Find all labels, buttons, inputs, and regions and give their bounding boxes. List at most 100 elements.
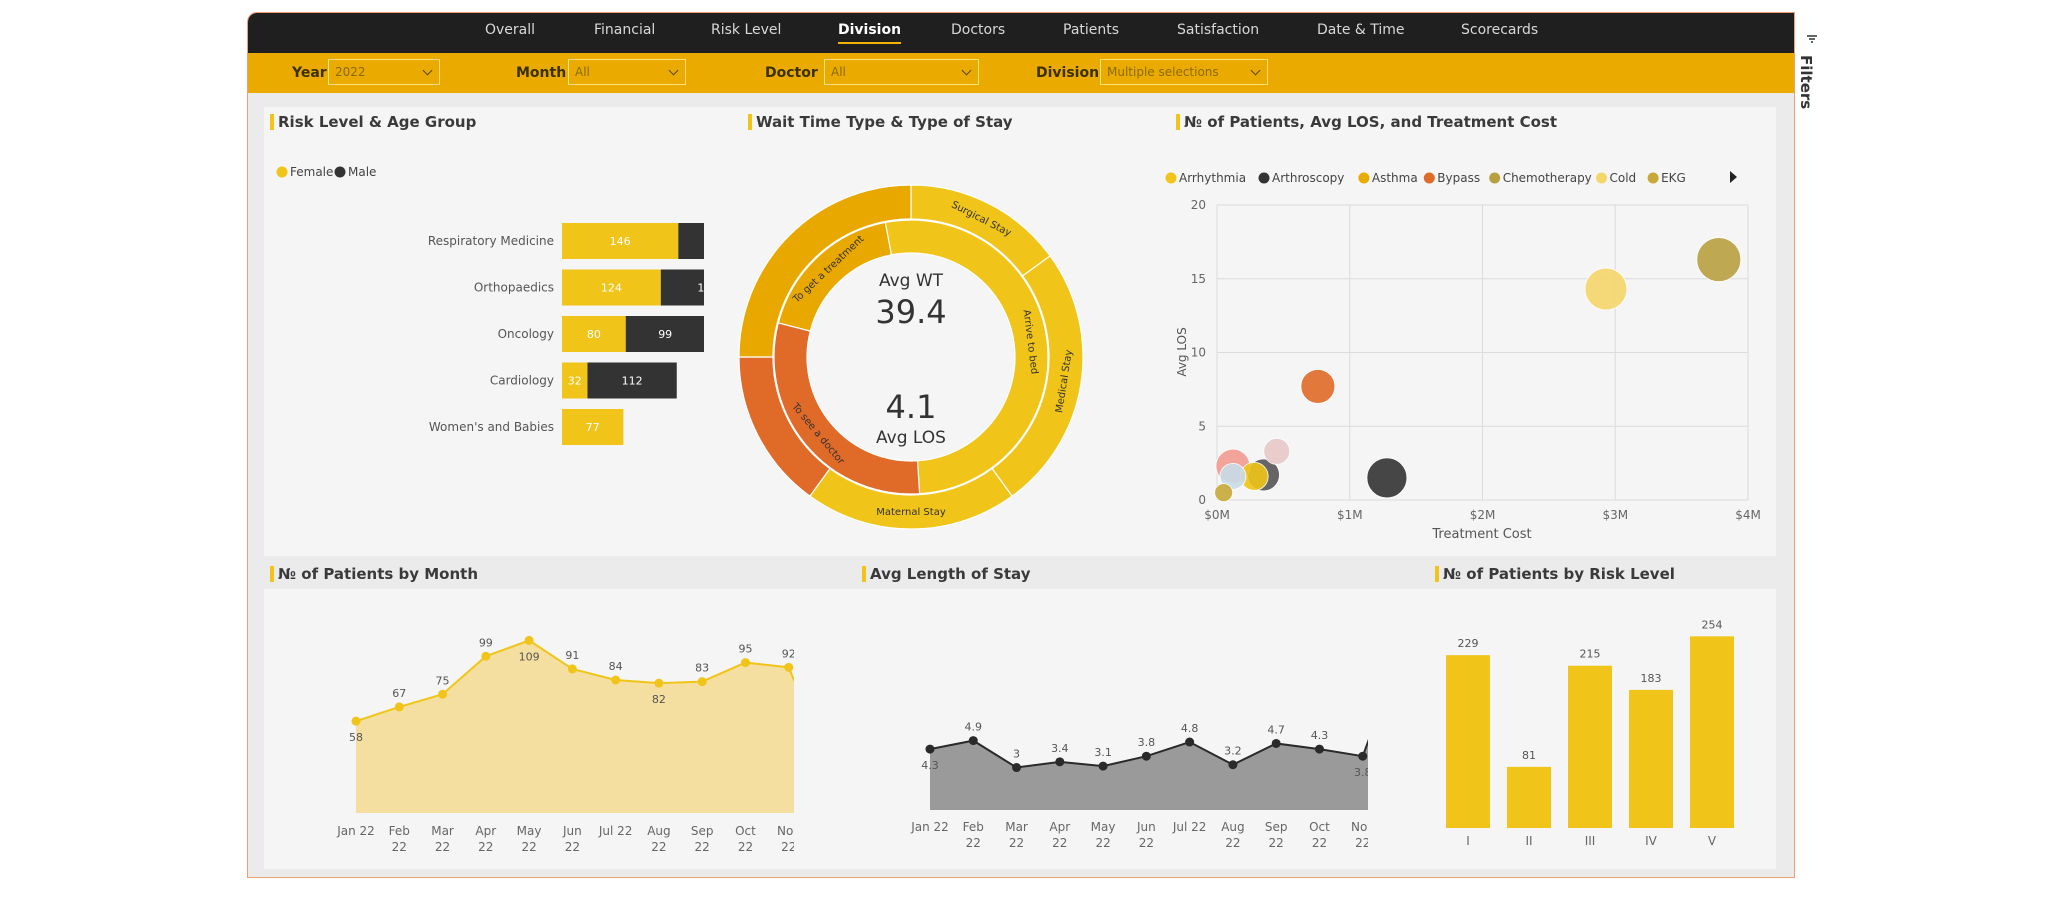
data-point [1228, 760, 1238, 770]
tab-division-label: Division [838, 22, 902, 38]
legend-label-female: Female [290, 165, 333, 179]
x-tick-label: 22 [781, 840, 794, 854]
data-label: 4.9 [965, 721, 983, 734]
x-tick-label: Feb [389, 824, 410, 838]
bar-segment-female [562, 223, 679, 259]
y-tick-label: 10 [1191, 346, 1206, 360]
x-tick-label: 22 [521, 840, 536, 854]
x-tick-label: $0M [1204, 508, 1230, 522]
data-point [1358, 751, 1368, 761]
risk-age-title: Risk Level & Age Group [270, 113, 476, 131]
bubble-point [1584, 267, 1628, 311]
data-point [611, 675, 621, 685]
data-label: 3.2 [1224, 745, 1242, 758]
legend-label: Bypass [1437, 171, 1480, 185]
donut-hole [808, 254, 1014, 460]
year-dropdown[interactable]: 2022 [328, 59, 440, 85]
data-label: 146 [610, 235, 631, 248]
tab-date-time[interactable]: Date & Time [1317, 22, 1405, 38]
data-point [654, 678, 664, 688]
data-label: 3.4 [1051, 742, 1069, 755]
legend-label: Asthma [1372, 171, 1418, 185]
area-fill [356, 640, 794, 813]
donut-slice [738, 184, 912, 358]
data-point [524, 635, 534, 645]
tab-overall[interactable]: Overall [485, 22, 536, 38]
month-value: All [575, 65, 590, 79]
bubble-point [1696, 237, 1742, 282]
data-label: 80 [587, 328, 601, 341]
data-label: 215 [1580, 648, 1601, 661]
data-point [925, 744, 935, 754]
bar-segment-male [587, 362, 677, 399]
data-label: 109 [519, 650, 540, 663]
x-tick-label: 22 [966, 836, 981, 850]
avg-los-value: 4.1 [886, 388, 937, 426]
x-tick-label: Oct [1309, 820, 1330, 834]
line-series [929, 738, 1368, 769]
x-tick-label: Nov [1351, 820, 1368, 834]
x-tick-label: 22 [651, 840, 666, 854]
year-value: 2022 [335, 65, 366, 79]
x-tick-label: May [1091, 820, 1116, 834]
data-label: 4.8 [1181, 722, 1199, 735]
x-tick-label: 22 [1269, 836, 1284, 850]
chevron-down-icon [961, 65, 972, 76]
legend-more-play-arrow-icon [1730, 171, 1737, 183]
legend-label: EKG [1661, 171, 1686, 185]
category-label: Women's and Babies [429, 420, 554, 434]
category-label: Oncology [498, 327, 554, 341]
y-tick-label: 15 [1191, 272, 1206, 286]
month-filter-label: Month [516, 65, 567, 81]
x-tick-label: Jul 22 [1172, 820, 1207, 834]
x-tick-label: $2M [1470, 508, 1496, 522]
wait-time-title: Wait Time Type & Type of Stay [748, 113, 1013, 131]
data-label: 3 [1013, 748, 1020, 761]
legend-dot-icon [1596, 172, 1607, 184]
x-tick-label: 22 [1355, 836, 1368, 850]
tab-doctors[interactable]: Doctors [951, 22, 1006, 38]
tab-financial[interactable]: Financial [594, 22, 656, 38]
donut-slice-label: Maternal Stay [876, 507, 946, 518]
data-label: 95 [738, 643, 752, 656]
tab-risk-level[interactable]: Risk Level [711, 22, 782, 38]
patients-by-risk-level-chart: 229 I 81 II 215 III 183 IV 254 V [1446, 618, 1734, 848]
risk-level-bar [1507, 766, 1551, 828]
tab-patients[interactable]: Patients [1063, 22, 1120, 38]
tab-scorecards[interactable]: Scorecards [1461, 22, 1539, 38]
doctor-dropdown[interactable]: All [824, 59, 979, 85]
line-series [355, 639, 794, 723]
bar-segment-male [660, 269, 704, 306]
division-dropdown[interactable]: Multiple selections [1100, 59, 1268, 85]
data-label: 92 [782, 647, 794, 660]
data-point [438, 689, 448, 699]
x-tick-label: Sep [691, 824, 714, 838]
x-tick-label: 22 [695, 840, 710, 854]
x-tick-label: IV [1645, 834, 1658, 848]
bar-segment-female [562, 269, 661, 306]
data-label: 83 [695, 662, 709, 675]
data-label: 3.8 [1354, 766, 1368, 779]
legend-label: Arrhythmia [1179, 171, 1246, 185]
legend-label: Arthroscopy [1272, 171, 1344, 185]
category-label: Respiratory Medicine [428, 234, 554, 248]
bubble-point [1300, 369, 1336, 404]
y-tick-label: 0 [1198, 493, 1206, 507]
bubble-title: № of Patients, Avg LOS, and Treatment Co… [1176, 113, 1557, 131]
avg-los-title: Avg Length of Stay [862, 565, 1031, 583]
legend-dot-icon [1647, 172, 1659, 184]
report-canvas: Overall Financial Risk Level Division Do… [247, 12, 1795, 878]
y-axis-title: Avg LOS [1175, 327, 1189, 376]
area-fill [930, 740, 1368, 810]
tab-satisfaction[interactable]: Satisfaction [1177, 22, 1260, 38]
avg-length-of-stay-chart: 4.3 Jan 22 4.9 Feb 22 3 Mar 22 3.4 Apr 22 3.1 May 22 3… [910, 721, 1368, 850]
data-point [697, 677, 707, 687]
tab-division[interactable]: Division [838, 13, 902, 53]
data-point [784, 662, 794, 672]
filters-pane-toggle[interactable] [1793, 0, 1833, 120]
data-label: 58 [349, 731, 363, 744]
bar-segment-male [625, 316, 704, 352]
data-label: 3.8 [1138, 736, 1156, 749]
month-dropdown[interactable]: All [568, 59, 686, 85]
